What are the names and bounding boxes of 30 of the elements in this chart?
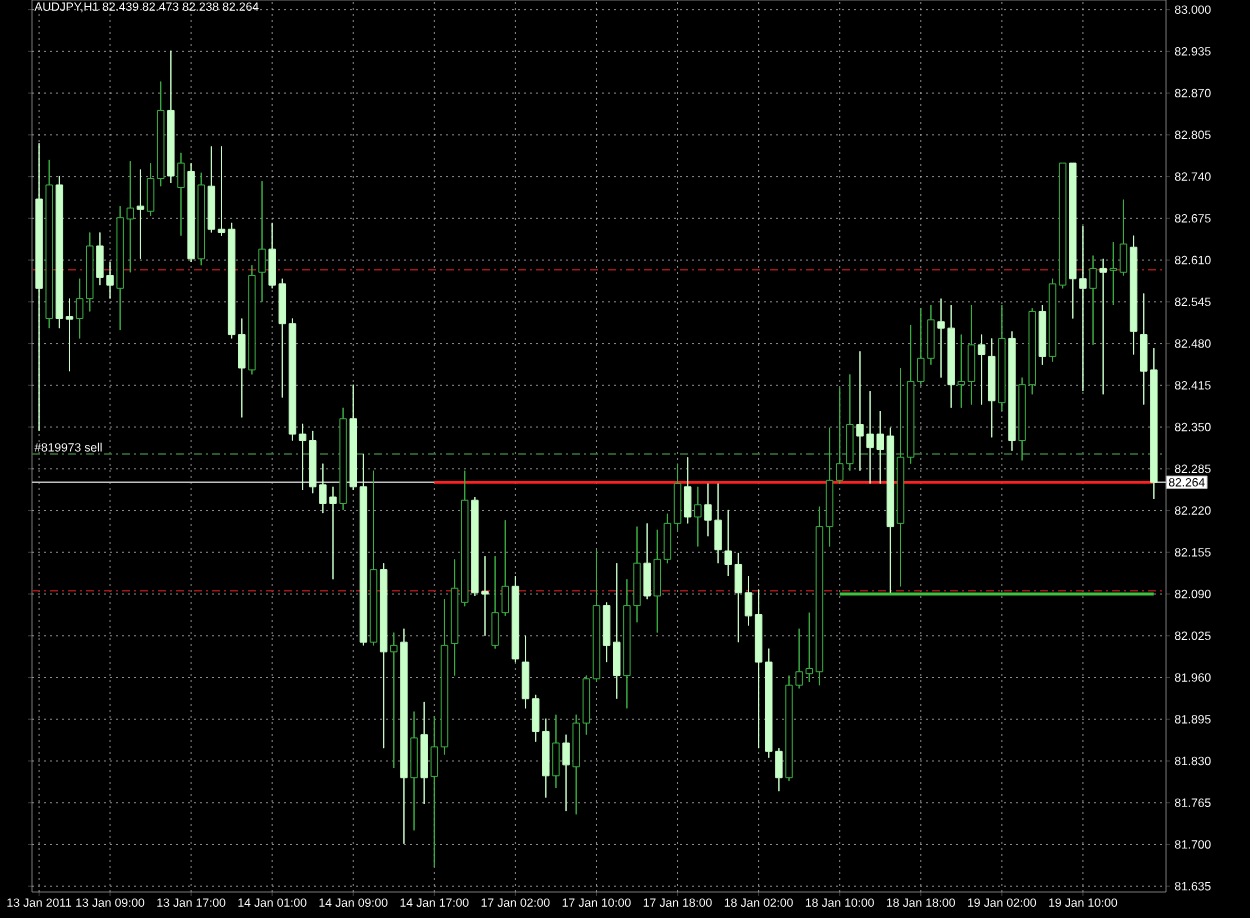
- candlestick: [998, 304, 1006, 412]
- candlestick: [258, 180, 266, 303]
- candlestick: [369, 470, 378, 646]
- candlestick: [1129, 235, 1138, 355]
- candlestick: [1038, 304, 1047, 366]
- candlestick: [420, 701, 428, 805]
- candlestick: [248, 264, 256, 375]
- candlestick: [410, 711, 418, 831]
- candlestick: [379, 562, 388, 749]
- candlestick: [1008, 330, 1016, 452]
- candlestick: [643, 522, 651, 600]
- candlestick: [177, 152, 185, 237]
- candlestick: [45, 159, 53, 329]
- candlestick: [1099, 258, 1107, 395]
- candlestick: [683, 456, 692, 524]
- candlestick: [977, 334, 986, 406]
- candlestick: [400, 628, 408, 845]
- candlestick: [562, 734, 570, 812]
- candlestick: [390, 632, 398, 769]
- candlestick: [197, 172, 205, 266]
- candlestick: [987, 337, 996, 438]
- candlestick: [339, 407, 347, 511]
- candlestick: [552, 714, 560, 789]
- candlestick: [694, 486, 702, 547]
- candlestick: [511, 575, 520, 663]
- candlestick: [136, 169, 145, 260]
- candlestick: [187, 162, 195, 263]
- candlestick: [167, 50, 175, 184]
- candlestick: [1089, 255, 1097, 346]
- candlestick: [35, 142, 43, 432]
